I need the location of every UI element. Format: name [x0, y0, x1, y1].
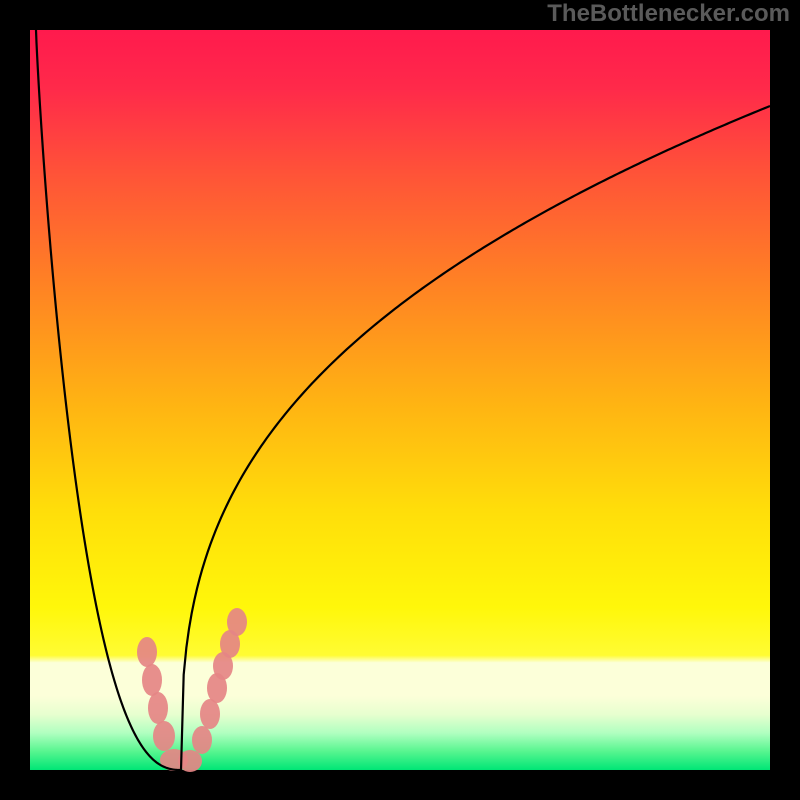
data-marker — [137, 637, 157, 667]
data-marker — [148, 692, 168, 724]
chart-frame: TheBottlenecker.com — [0, 0, 800, 800]
data-marker — [153, 721, 175, 751]
chart-svg — [0, 0, 800, 800]
data-marker — [142, 664, 162, 696]
data-marker — [200, 699, 220, 729]
data-marker — [227, 608, 247, 636]
watermark-text: TheBottlenecker.com — [547, 0, 790, 28]
data-marker — [192, 726, 212, 754]
